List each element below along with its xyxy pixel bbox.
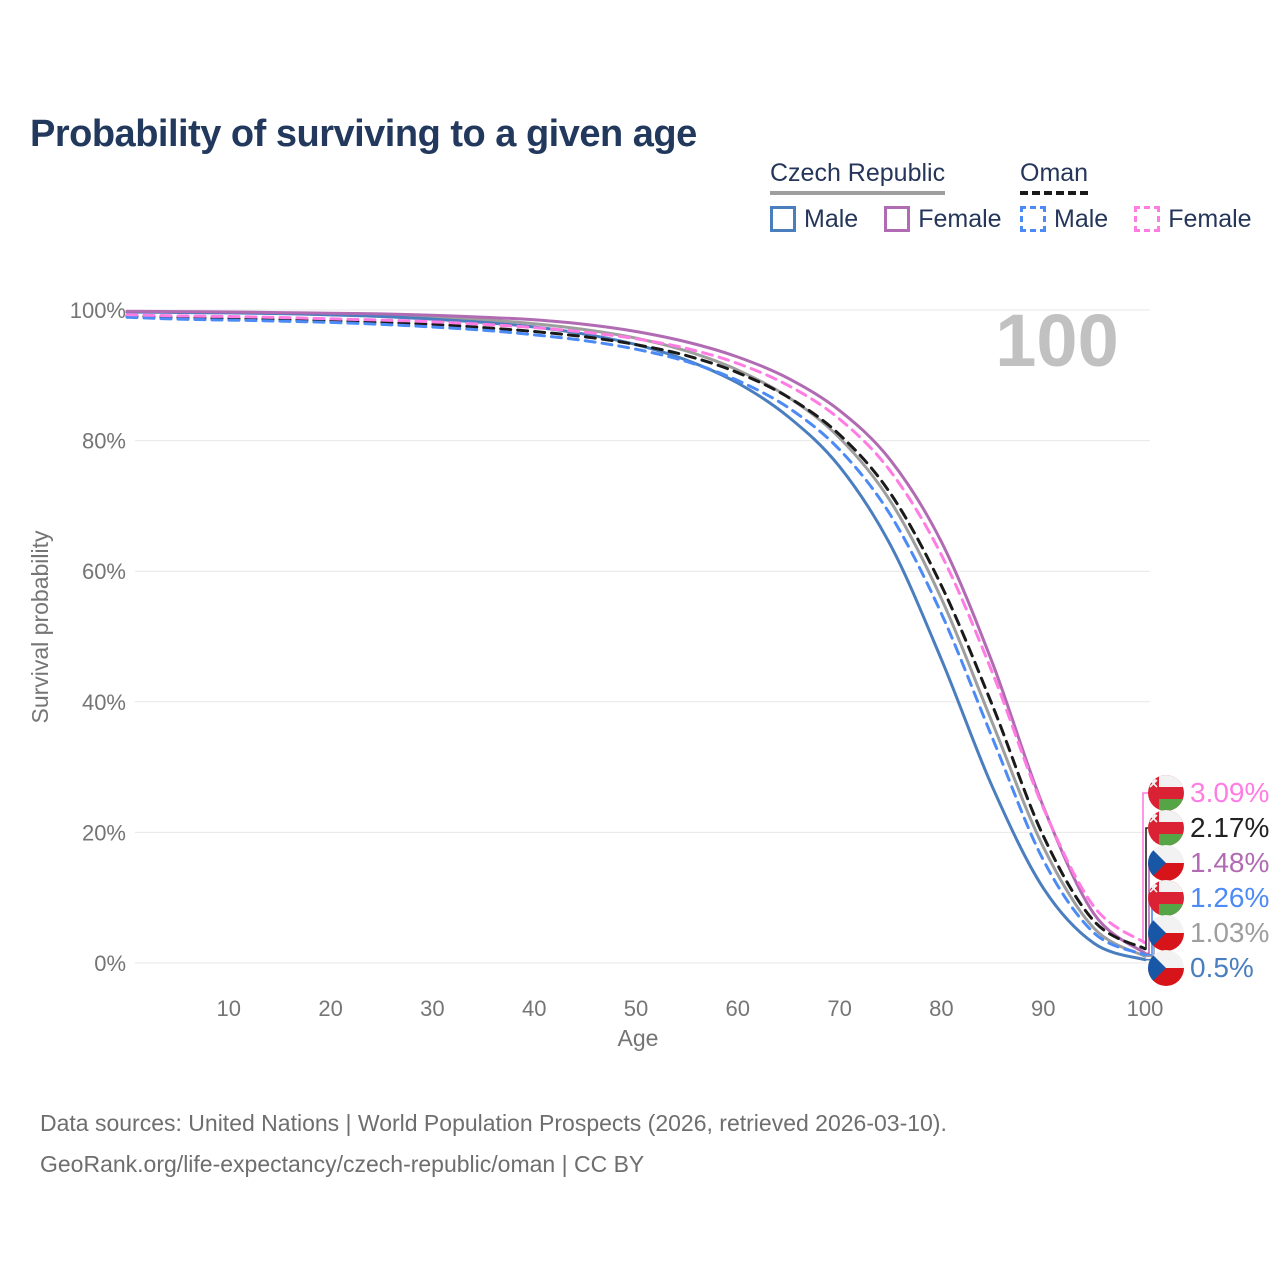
page-title: Probability of surviving to a given age <box>30 113 697 156</box>
legend-item-label: Male <box>804 204 859 233</box>
series-line-oman-female[interactable] <box>125 313 1147 945</box>
x-axis-tick-label: 40 <box>522 996 546 1021</box>
legend-country-oman: Oman <box>1020 159 1089 195</box>
series-line-czech-republic-female[interactable] <box>125 309 1147 955</box>
y-axis-tick-label: 80% <box>82 429 126 454</box>
series-line-czech-republic[interactable] <box>125 310 1147 958</box>
end-label-connector <box>1142 792 1148 944</box>
oman-female-line-swatch-icon <box>1134 206 1161 232</box>
end-label-value-czech-republic-female: 1.48% <box>1190 847 1269 878</box>
oman-flag-icon <box>1148 810 1184 846</box>
legend-item-label: Female <box>918 204 1002 233</box>
oman-male-line-swatch-icon <box>1020 206 1046 232</box>
legend-item-label: Male <box>1054 204 1109 233</box>
czech-flag-icon <box>1148 950 1184 986</box>
age-hover-value: 100 <box>995 299 1118 382</box>
series-line-oman-male[interactable] <box>125 315 1147 957</box>
y-axis-tick-label: 20% <box>82 820 126 845</box>
legend-country-czech-republic: Czech Republic <box>770 159 946 195</box>
series-line-oman[interactable] <box>125 314 1147 951</box>
x-axis-tick-label: 80 <box>929 996 953 1021</box>
end-label-value-oman-male: 1.26% <box>1190 882 1269 913</box>
x-axis-tick-label: 70 <box>827 996 851 1021</box>
oman-flag-icon <box>1148 775 1184 811</box>
y-axis-title: Survival probability <box>27 530 53 724</box>
legend-item-czech-female[interactable]: Female <box>884 204 1002 234</box>
data-sources-text: Data sources: United Nations | World Pop… <box>40 1110 947 1136</box>
legend-item-czech-male[interactable]: Male <box>770 205 858 234</box>
survival-chart: 100 0% 20% 40% 60% 80% 100% 10 20 30 40 50 60 70 80 90 1… <box>27 298 1269 1051</box>
legend-group-oman: Oman Male Female <box>1020 159 1252 234</box>
x-axis-tick-label: 50 <box>624 996 648 1021</box>
oman-flag-icon <box>1148 880 1184 916</box>
y-axis-tick-label: 0% <box>94 951 126 976</box>
czech-female-line-swatch-icon <box>884 206 911 232</box>
x-axis-title: Age <box>618 1025 659 1051</box>
x-axis-tick-label: 20 <box>318 996 342 1021</box>
end-label-value-czech-republic: 1.03% <box>1190 917 1269 948</box>
legend-group-czech-republic: Czech Republic Male Female <box>770 159 1002 234</box>
czech-male-line-swatch-icon <box>770 206 796 232</box>
end-label-value-oman-female: 3.09% <box>1190 777 1269 808</box>
legend-item-oman-female[interactable]: Female <box>1134 204 1252 234</box>
x-axis-tick-label: 60 <box>726 996 750 1021</box>
legend-item-oman-male[interactable]: Male <box>1020 205 1108 234</box>
czech-flag-icon <box>1148 845 1184 881</box>
end-label-connector <box>1145 827 1148 950</box>
x-axis-tick-label: 10 <box>217 996 241 1021</box>
czech-flag-icon <box>1148 915 1184 951</box>
end-label-value-oman: 2.17% <box>1190 812 1269 843</box>
x-axis-tick-label: 100 <box>1127 996 1164 1021</box>
x-axis-tick-label: 90 <box>1031 996 1055 1021</box>
y-axis-tick-label: 100% <box>70 298 126 323</box>
series-line-czech-republic-male[interactable] <box>125 310 1147 962</box>
end-label-value-czech-republic-male: 0.5% <box>1190 952 1254 983</box>
y-axis-tick-label: 60% <box>82 559 126 584</box>
legend-item-label: Female <box>1168 204 1252 233</box>
y-axis-tick-label: 40% <box>82 690 126 715</box>
attribution-text: GeoRank.org/life-expectancy/czech-republ… <box>40 1151 645 1177</box>
x-axis-tick-label: 30 <box>420 996 444 1021</box>
